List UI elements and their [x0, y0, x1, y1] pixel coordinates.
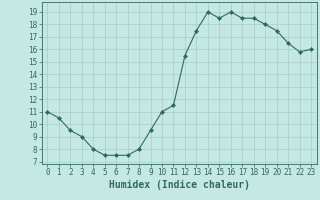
- X-axis label: Humidex (Indice chaleur): Humidex (Indice chaleur): [109, 180, 250, 190]
